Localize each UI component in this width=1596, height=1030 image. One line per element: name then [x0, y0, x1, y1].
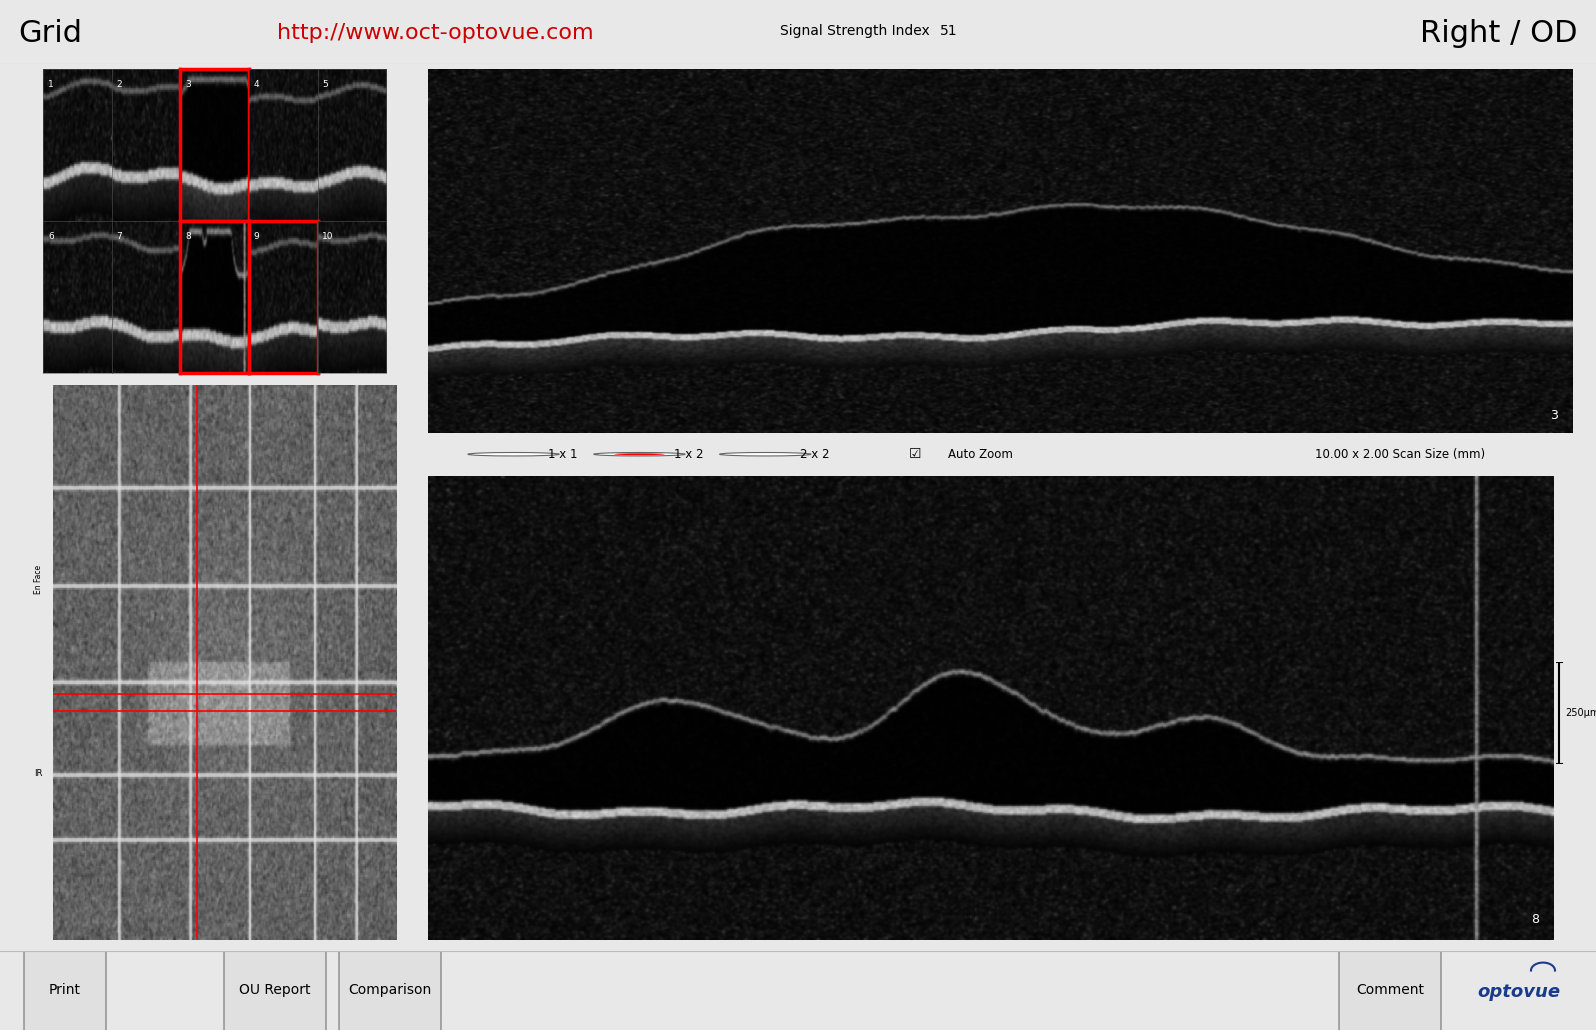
Text: optovue: optovue [1476, 983, 1559, 1001]
Text: ☑: ☑ [908, 447, 921, 461]
Text: Grid: Grid [18, 19, 81, 47]
Text: 3: 3 [185, 79, 192, 89]
FancyBboxPatch shape [223, 887, 326, 1030]
Text: 51: 51 [940, 24, 958, 38]
Circle shape [720, 452, 811, 456]
Text: 10.00 x 2.00 Scan Size (mm): 10.00 x 2.00 Scan Size (mm) [1315, 448, 1486, 460]
Text: Comparison: Comparison [348, 984, 431, 997]
Text: 1 x 2: 1 x 2 [674, 448, 704, 460]
Text: http://www.oct-optovue.com: http://www.oct-optovue.com [276, 24, 594, 43]
FancyBboxPatch shape [1339, 887, 1441, 1030]
Text: 8: 8 [1532, 914, 1540, 926]
Text: 7: 7 [117, 232, 123, 241]
Text: 10: 10 [322, 232, 334, 241]
Text: Right / OD: Right / OD [1420, 19, 1578, 47]
Text: 8: 8 [185, 232, 192, 241]
Text: 3: 3 [1550, 409, 1558, 421]
Circle shape [594, 452, 685, 456]
Text: 250μm: 250μm [1566, 708, 1596, 718]
Text: 6: 6 [48, 232, 54, 241]
Text: 2 x 2: 2 x 2 [800, 448, 830, 460]
Text: 2: 2 [117, 79, 123, 89]
FancyBboxPatch shape [24, 887, 105, 1030]
Text: Signal Strength Index: Signal Strength Index [780, 24, 930, 38]
Circle shape [614, 453, 664, 455]
Text: Print: Print [49, 984, 81, 997]
Text: 1: 1 [48, 79, 54, 89]
Text: Auto Zoom: Auto Zoom [948, 448, 1013, 460]
FancyBboxPatch shape [338, 887, 440, 1030]
Text: IR: IR [34, 769, 43, 779]
Text: 9: 9 [254, 232, 260, 241]
Text: 4: 4 [254, 79, 260, 89]
Text: En Face: En Face [34, 565, 43, 594]
Circle shape [468, 452, 559, 456]
Text: 1 x 1: 1 x 1 [547, 448, 578, 460]
Text: Comment: Comment [1357, 984, 1424, 997]
Text: OU Report: OU Report [239, 984, 311, 997]
Text: 5: 5 [322, 79, 329, 89]
